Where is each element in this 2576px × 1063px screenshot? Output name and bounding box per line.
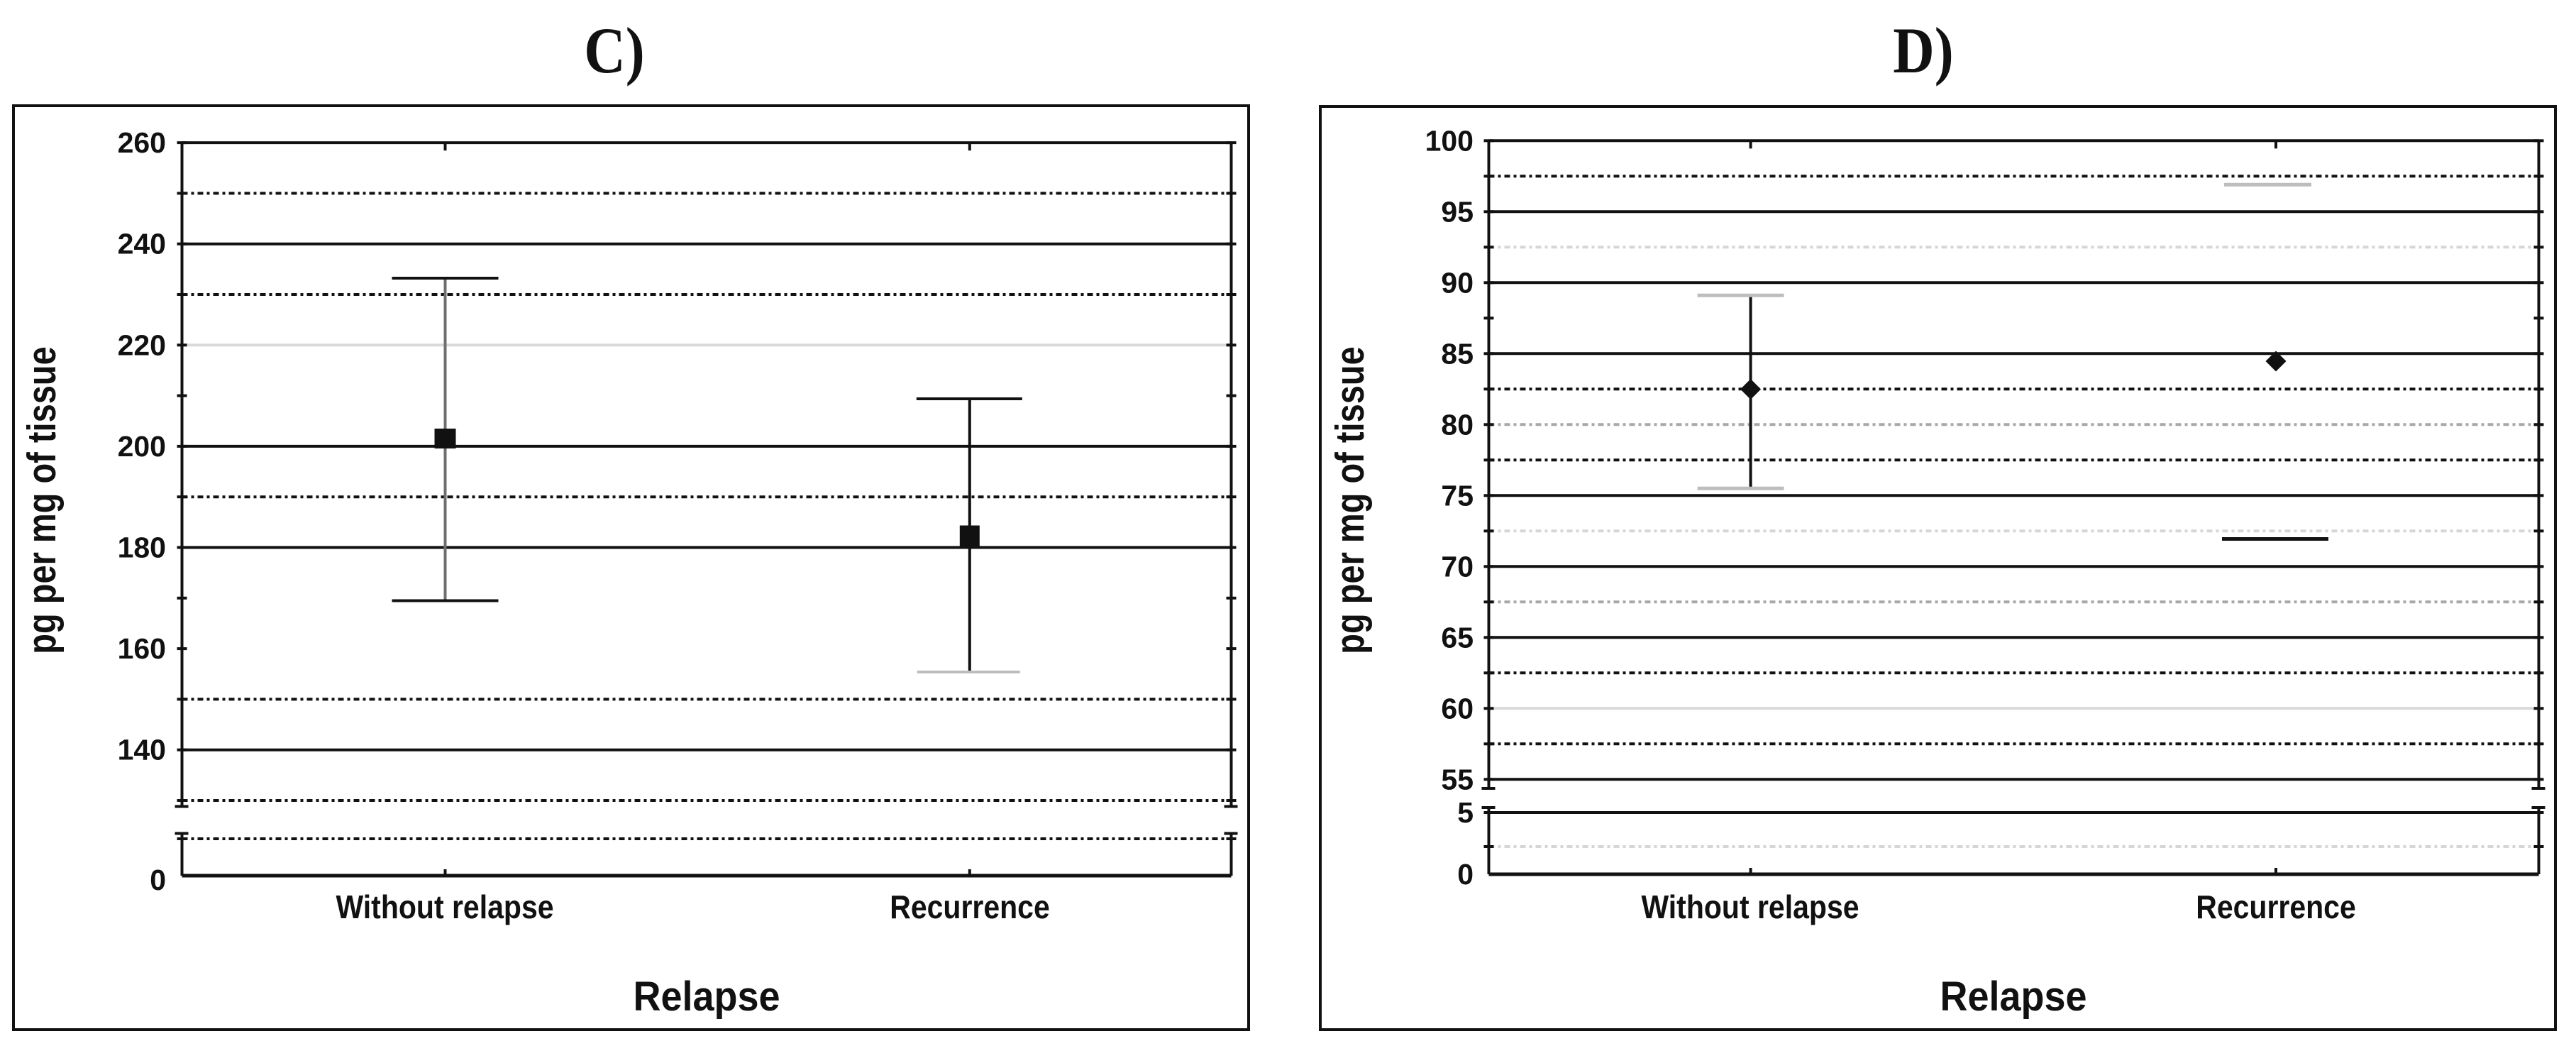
svg-text:Relapse: Relapse — [1940, 973, 2086, 1019]
svg-text:pg per mg of tissue: pg per mg of tissue — [20, 346, 65, 654]
svg-text:pg per mg of tissue: pg per mg of tissue — [1328, 346, 1373, 654]
svg-text:100: 100 — [1425, 124, 1474, 157]
svg-text:80: 80 — [1441, 408, 1474, 441]
svg-text:0: 0 — [1457, 858, 1474, 891]
svg-text:75: 75 — [1441, 479, 1474, 512]
svg-text:85: 85 — [1441, 337, 1474, 370]
svg-text:D): D) — [1893, 14, 1953, 87]
svg-text:Without relapse: Without relapse — [1641, 889, 1859, 926]
svg-text:160: 160 — [118, 632, 166, 665]
svg-text:70: 70 — [1441, 550, 1474, 583]
svg-text:65: 65 — [1441, 621, 1474, 654]
svg-text:95: 95 — [1441, 195, 1474, 228]
svg-text:Recurrence: Recurrence — [2196, 889, 2356, 926]
svg-text:Recurrence: Recurrence — [890, 889, 1050, 926]
svg-text:260: 260 — [118, 126, 166, 159]
svg-text:Without relapse: Without relapse — [336, 889, 553, 926]
svg-text:Relapse: Relapse — [633, 973, 780, 1019]
svg-text:180: 180 — [118, 532, 166, 564]
svg-text:60: 60 — [1441, 692, 1474, 725]
svg-text:90: 90 — [1441, 266, 1474, 299]
svg-text:240: 240 — [118, 228, 166, 260]
svg-text:55: 55 — [1441, 763, 1474, 795]
svg-text:0: 0 — [150, 864, 166, 896]
svg-text:140: 140 — [118, 734, 166, 766]
svg-text:200: 200 — [118, 430, 166, 463]
svg-text:220: 220 — [118, 329, 166, 361]
svg-text:C): C) — [584, 14, 644, 87]
svg-text:5: 5 — [1457, 796, 1474, 829]
